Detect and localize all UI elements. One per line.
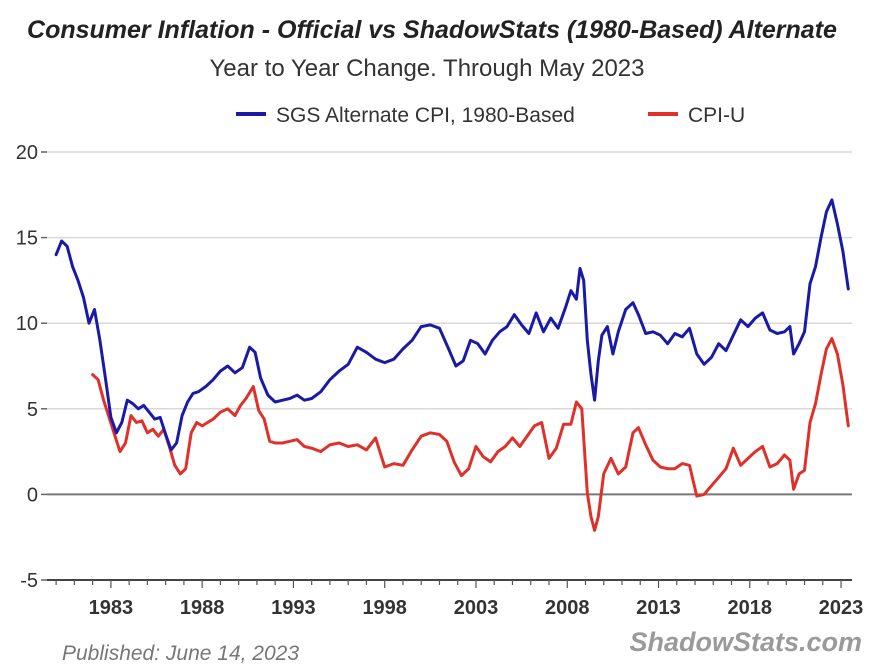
y-tick-label: 10 xyxy=(16,313,38,335)
y-tick-label: -5 xyxy=(20,570,38,592)
y-tick-label: 5 xyxy=(27,399,38,421)
x-tick-label: 2018 xyxy=(728,597,773,619)
legend: SGS Alternate CPI, 1980-Based CPI-U xyxy=(236,104,745,127)
y-tick-label: 0 xyxy=(27,484,38,506)
series-line-sgs xyxy=(54,198,850,452)
x-axis: 1983 1988 1993 1998 2003 2008 2013 2018 2023 xyxy=(47,579,864,619)
x-tick-label: 2023 xyxy=(819,597,864,619)
brand-watermark: ShadowStats.com xyxy=(629,627,862,657)
chart-title: Consumer Inflation - Official vs ShadowS… xyxy=(27,16,837,44)
x-tick-label: 1998 xyxy=(362,597,407,619)
series-line-cpi xyxy=(91,337,850,532)
x-tick-label: 1988 xyxy=(180,597,225,619)
legend-label-cpi: CPI-U xyxy=(688,104,745,127)
plot-series xyxy=(54,198,850,532)
x-tick-label: 2003 xyxy=(454,597,499,619)
published-date: Published: June 14, 2023 xyxy=(62,642,299,665)
x-tick-label: 2013 xyxy=(636,597,681,619)
plot-grid xyxy=(47,151,852,581)
x-tick-label: 2008 xyxy=(545,597,590,619)
y-tick-label: 15 xyxy=(16,228,38,250)
y-axis: -5 0 5 10 15 20 xyxy=(16,142,47,592)
chart-subtitle: Year to Year Change. Through May 2023 xyxy=(210,55,645,82)
x-tick-label: 1983 xyxy=(89,597,134,619)
y-tick-label: 20 xyxy=(16,142,38,164)
x-tick-label: 1993 xyxy=(271,597,316,619)
legend-label-sgs: SGS Alternate CPI, 1980-Based xyxy=(276,104,575,127)
